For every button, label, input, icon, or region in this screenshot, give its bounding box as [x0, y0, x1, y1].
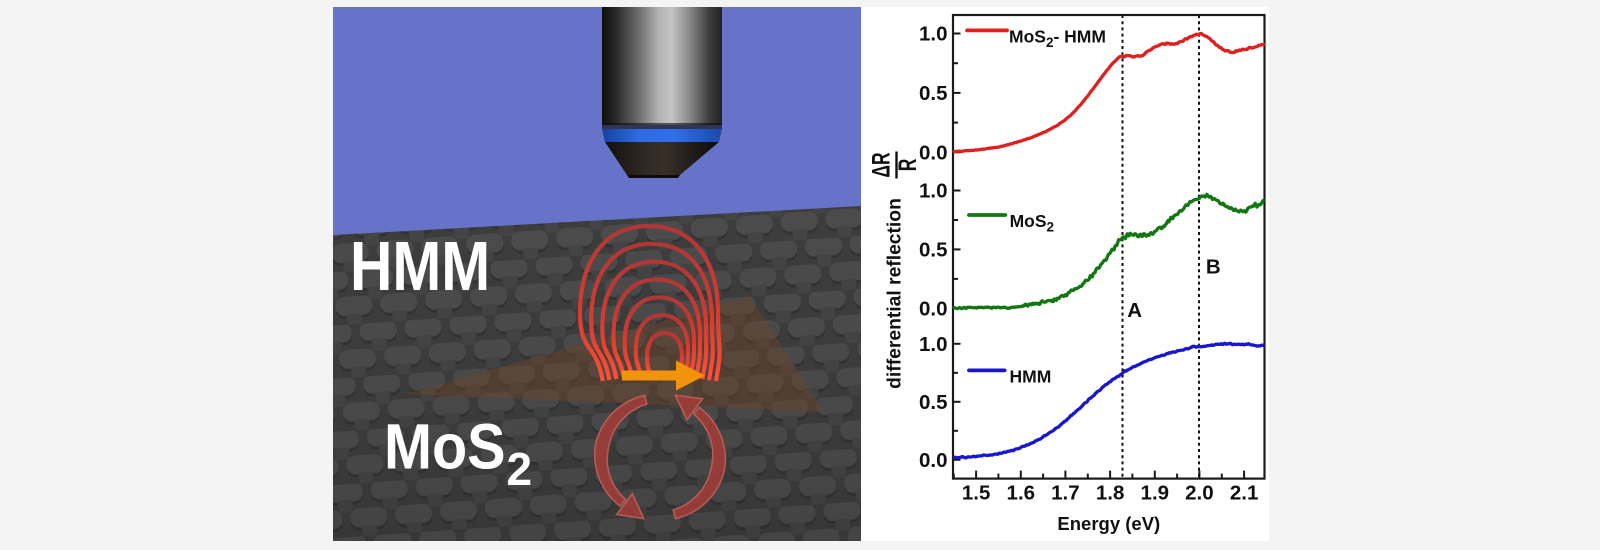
svg-text:1.8: 1.8	[1096, 482, 1125, 505]
svg-text:2: 2	[507, 443, 533, 495]
svg-text:HMM: HMM	[1010, 367, 1052, 387]
svg-text:differential reflection: differential reflection	[885, 198, 906, 389]
svg-text:MoS: MoS	[384, 411, 506, 482]
svg-text:1.9: 1.9	[1141, 482, 1170, 505]
svg-text:R: R	[893, 158, 922, 171]
svg-text:2.0: 2.0	[1185, 482, 1214, 505]
svg-text:0.0: 0.0	[919, 298, 948, 321]
svg-text:0.0: 0.0	[919, 449, 948, 472]
svg-text:1.0: 1.0	[919, 333, 948, 356]
svg-text:0.5: 0.5	[919, 82, 948, 105]
svg-text:1.5: 1.5	[962, 482, 991, 505]
svg-text:0.0: 0.0	[919, 142, 948, 165]
svg-text:Energy (eV): Energy (eV)	[1057, 513, 1160, 534]
svg-text:MoS2- HMM: MoS2- HMM	[1009, 26, 1106, 50]
svg-text:MoS2: MoS2	[1010, 211, 1054, 235]
svg-text:HMM: HMM	[350, 227, 490, 305]
svg-text:B: B	[1206, 255, 1221, 278]
svg-text:ΔR: ΔR	[866, 152, 895, 178]
svg-text:1.6: 1.6	[1007, 482, 1036, 505]
svg-text:A: A	[1127, 299, 1142, 322]
svg-text:1.0: 1.0	[919, 180, 948, 203]
svg-text:0.5: 0.5	[919, 239, 948, 262]
svg-text:0.5: 0.5	[919, 391, 948, 414]
svg-text:2.1: 2.1	[1230, 482, 1259, 505]
svg-text:1.7: 1.7	[1051, 482, 1080, 505]
svg-text:1.0: 1.0	[919, 23, 948, 46]
